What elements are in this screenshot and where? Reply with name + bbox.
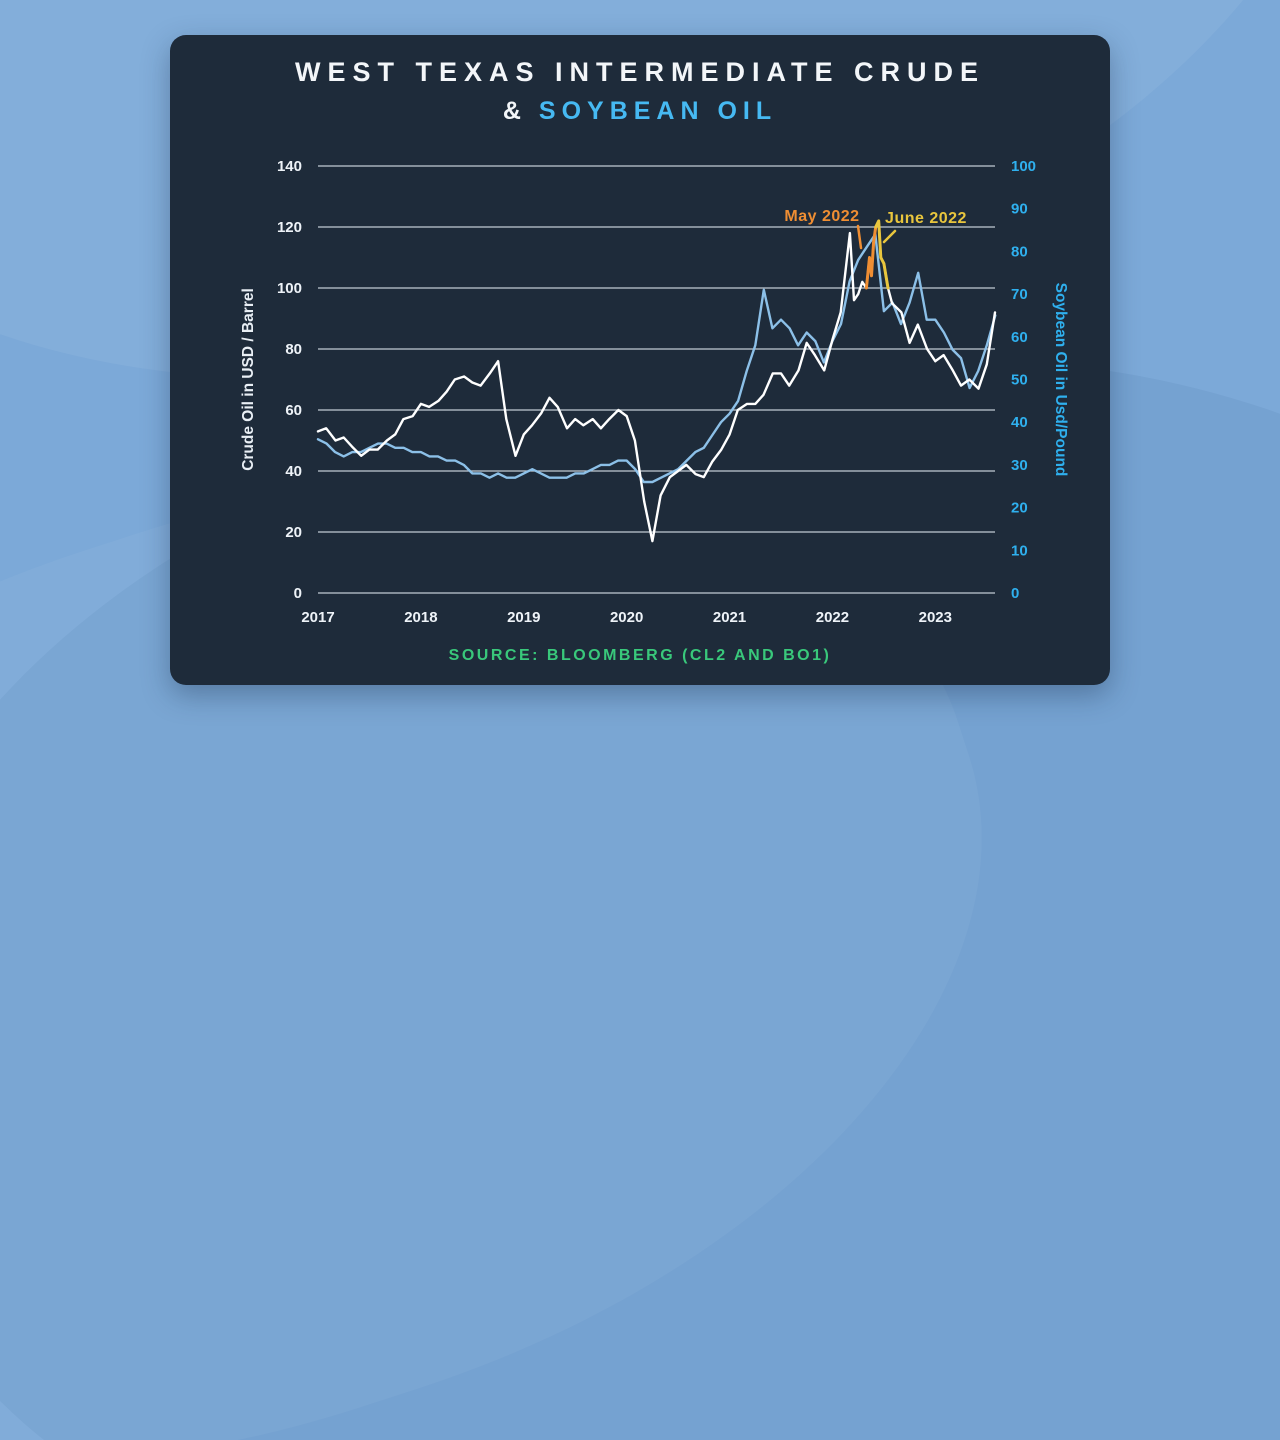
left-axis-tick: 80 [285, 341, 302, 358]
title-ampersand: & [502, 97, 527, 125]
right-axis-tick: 30 [1011, 457, 1028, 474]
highlight-segment-june-2022 [874, 219, 890, 290]
left-axis-tick: 40 [285, 463, 302, 480]
source-text: SOURCE: BLOOMBERG (CL2 AND BO1) [448, 647, 832, 664]
chart-title: WEST TEXAS INTERMEDIATE CRUDE & SOYBEAN O… [170, 57, 1110, 126]
annotation-leader-june-2022 [882, 229, 897, 244]
right-axis-tick: 50 [1011, 372, 1028, 389]
annotation-leader-may-2022 [856, 224, 863, 250]
left-axis-tick: 20 [285, 524, 302, 541]
x-axis-tick: 2017 [301, 609, 334, 626]
left-axis-tick: 100 [277, 280, 302, 297]
x-axis-tick: 2021 [713, 609, 746, 626]
left-axis-tick: 0 [294, 585, 302, 602]
highlight-segment-may-2022 [864, 225, 878, 290]
left-axis-tick: 120 [277, 219, 302, 236]
x-axis-tick: 2022 [816, 609, 849, 626]
x-axis-tick: 2018 [404, 609, 437, 626]
x-axis-tick: 2023 [919, 609, 952, 626]
annotation-label-may-2022: May 2022 [784, 208, 859, 225]
title-soybean-oil: SOYBEAN OIL [538, 97, 778, 125]
right-axis-tick: 10 [1011, 542, 1028, 559]
x-axis-tick: 2020 [610, 609, 643, 626]
annotation-label-june-2022: June 2022 [885, 210, 967, 227]
chart-card: WEST TEXAS INTERMEDIATE CRUDE & SOYBEAN O… [170, 35, 1110, 685]
left-axis-tick: 140 [277, 158, 302, 175]
right-axis-tick: 20 [1011, 500, 1028, 517]
right-axis-tick: 40 [1011, 414, 1028, 431]
x-axis-tick: 2019 [507, 609, 540, 626]
series-line-wti-crude [316, 219, 997, 543]
title-line1: WEST TEXAS INTERMEDIATE CRUDE [294, 57, 985, 87]
chart-canvas: 0 20 40 60 80 100 120 140 0 10 20 30 40 50 60 70 80 90 100… [240, 158, 1069, 626]
right-axis-tick: 100 [1011, 158, 1036, 175]
right-axis-title: Soybean Oil in Usd/Pound [1052, 283, 1069, 477]
right-axis-tick: 0 [1011, 585, 1019, 602]
right-axis-tick: 70 [1011, 286, 1028, 303]
left-axis-tick: 60 [285, 402, 302, 419]
right-axis-tick: 80 [1011, 243, 1028, 260]
left-axis-title: Crude Oil in USD / Barrel [240, 288, 257, 471]
series-line-soybean-oil [316, 233, 997, 484]
title-line2: & SOYBEAN OIL [170, 97, 1110, 126]
right-axis-tick: 60 [1011, 329, 1028, 346]
right-axis-tick: 90 [1011, 201, 1028, 218]
